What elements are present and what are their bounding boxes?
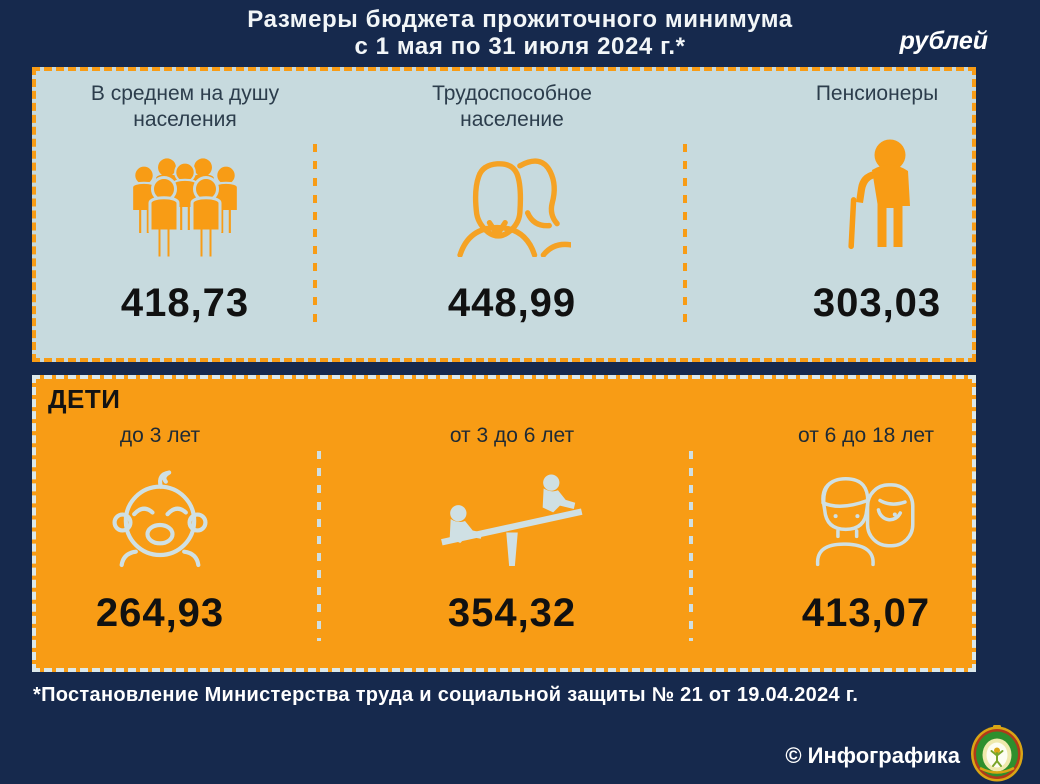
adults-column-pensioners: Пенсионеры 303,03 xyxy=(717,71,1037,358)
title-line1: Размеры бюджета прожиточного минимума xyxy=(247,6,793,33)
children-heading: ДЕТИ xyxy=(48,384,121,414)
category-label: Пенсионеры xyxy=(815,82,939,105)
category-label: от 3 до 6 лет xyxy=(449,424,575,447)
value-working-age: 448,99 xyxy=(447,281,577,325)
children-panel: ДЕТИ до 3 лет xyxy=(32,375,976,672)
currency-unit-label: рублей xyxy=(899,27,988,55)
divider xyxy=(313,144,317,330)
divider xyxy=(683,144,687,330)
ministry-emblem-logo xyxy=(970,724,1024,784)
children-column-3-to-6: от 3 до 6 лет 354,32 xyxy=(362,379,662,668)
baby-icon xyxy=(111,449,209,591)
category-label: Трудоспособное население xyxy=(432,82,592,131)
adults-panel: В среднем на душу населения xyxy=(32,67,976,362)
pensioner-icon xyxy=(836,107,918,281)
footnote: *Постановление Министерства труда и соци… xyxy=(33,684,859,706)
man-woman-icon xyxy=(453,133,571,281)
value-pensioners: 303,03 xyxy=(812,281,942,325)
title-line2: с 1 мая по 31 июля 2024 г.* xyxy=(354,33,686,60)
divider xyxy=(689,451,693,641)
adults-column-per-capita: В среднем на душу населения xyxy=(25,71,345,358)
value-per-capita: 418,73 xyxy=(120,281,250,325)
people-group-icon xyxy=(122,133,248,281)
category-label: до 3 лет xyxy=(119,424,201,447)
value-3-to-6: 354,32 xyxy=(447,591,577,635)
seesaw-icon xyxy=(436,449,588,591)
divider xyxy=(317,451,321,641)
value-6-to-18: 413,07 xyxy=(801,591,931,635)
children-column-under-3: до 3 лет 264,93 xyxy=(10,379,310,668)
teenagers-icon xyxy=(813,449,919,591)
children-column-6-to-18: от 6 до 18 лет xyxy=(716,379,1016,668)
value-under-3: 264,93 xyxy=(95,591,225,635)
adults-column-working-age: Трудоспособное население 448,99 xyxy=(352,71,672,358)
credit-label: © Инфографика xyxy=(785,742,960,768)
category-label: В среднем на душу населения xyxy=(90,82,280,131)
page-title: Размеры бюджета прожиточного минимума с 1… xyxy=(0,6,1040,60)
credit: © Инфографика xyxy=(785,724,1024,784)
category-label: от 6 до 18 лет xyxy=(798,424,934,447)
